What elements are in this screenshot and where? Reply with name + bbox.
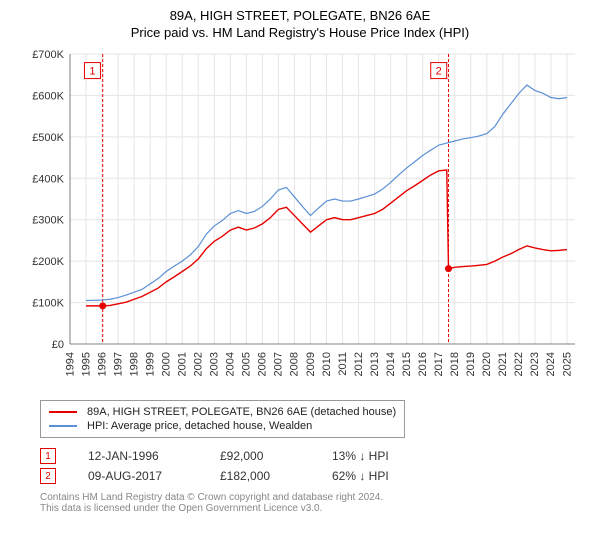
title-main: 89A, HIGH STREET, POLEGATE, BN26 6AE [0,0,600,23]
svg-text:1: 1 [89,66,95,78]
legend-item: HPI: Average price, detached house, Weal… [49,419,396,433]
sale-marker-icon: 1 [40,448,56,464]
legend-swatch-hpi [49,425,77,427]
svg-text:£200K: £200K [32,256,64,268]
svg-text:2022: 2022 [513,352,525,376]
footer-line: Contains HM Land Registry data © Crown c… [40,492,580,503]
svg-text:2004: 2004 [225,352,237,376]
legend: 89A, HIGH STREET, POLEGATE, BN26 6AE (de… [40,400,405,438]
svg-text:1994: 1994 [64,352,76,376]
price-chart: £0 £100K £200K £300K £400K £500K £600K £700K 199… [20,44,580,394]
svg-text:£300K: £300K [32,215,64,227]
sale-pct: 13% ↓ HPI [332,449,389,463]
svg-text:£700K: £700K [32,49,64,61]
svg-text:2017: 2017 [433,352,445,376]
svg-text:2018: 2018 [449,352,461,376]
legend-label: HPI: Average price, detached house, Weal… [87,420,312,432]
svg-text:£600K: £600K [32,90,64,102]
sale-price: £92,000 [220,449,300,463]
svg-text:2007: 2007 [273,352,285,376]
svg-text:2000: 2000 [160,352,172,376]
svg-text:2013: 2013 [369,352,381,376]
svg-text:2014: 2014 [385,352,397,376]
svg-text:2002: 2002 [193,352,205,376]
svg-text:2: 2 [436,66,442,78]
svg-text:£0: £0 [52,339,64,351]
svg-text:1997: 1997 [112,352,124,376]
svg-text:£100K: £100K [32,298,64,310]
svg-text:2021: 2021 [497,352,509,376]
table-row: 2 09-AUG-2017 £182,000 62% ↓ HPI [40,466,580,486]
legend-label: 89A, HIGH STREET, POLEGATE, BN26 6AE (de… [87,406,396,418]
svg-text:£500K: £500K [32,132,64,144]
sale-price: £182,000 [220,469,300,483]
svg-text:2001: 2001 [177,352,189,376]
svg-text:2020: 2020 [481,352,493,376]
svg-text:2016: 2016 [417,352,429,376]
svg-text:1995: 1995 [80,352,92,376]
svg-text:2005: 2005 [241,352,253,376]
legend-item: 89A, HIGH STREET, POLEGATE, BN26 6AE (de… [49,405,396,419]
svg-text:1999: 1999 [144,352,156,376]
sale-marker-icon: 2 [40,468,56,484]
sale-date: 09-AUG-2017 [88,469,188,483]
sale-date: 12-JAN-1996 [88,449,188,463]
svg-text:2011: 2011 [337,352,349,376]
footer: Contains HM Land Registry data © Crown c… [40,492,580,514]
svg-text:2025: 2025 [561,352,573,376]
sale-pct: 62% ↓ HPI [332,469,389,483]
svg-text:2023: 2023 [529,352,541,376]
svg-text:2010: 2010 [321,352,333,376]
svg-text:2006: 2006 [257,352,269,376]
svg-text:2012: 2012 [353,352,365,376]
svg-text:1998: 1998 [128,352,140,376]
svg-text:2024: 2024 [545,352,557,376]
svg-text:£400K: £400K [32,173,64,185]
sales-table: 1 12-JAN-1996 £92,000 13% ↓ HPI 2 09-AUG… [40,446,580,486]
svg-text:2003: 2003 [209,352,221,376]
legend-swatch-subject [49,411,77,413]
footer-line: This data is licensed under the Open Gov… [40,503,580,514]
svg-text:2019: 2019 [465,352,477,376]
svg-text:1996: 1996 [96,352,108,376]
svg-text:2015: 2015 [401,352,413,376]
table-row: 1 12-JAN-1996 £92,000 13% ↓ HPI [40,446,580,466]
title-sub: Price paid vs. HM Land Registry's House … [0,23,600,44]
svg-text:2009: 2009 [305,352,317,376]
svg-text:2008: 2008 [289,352,301,376]
